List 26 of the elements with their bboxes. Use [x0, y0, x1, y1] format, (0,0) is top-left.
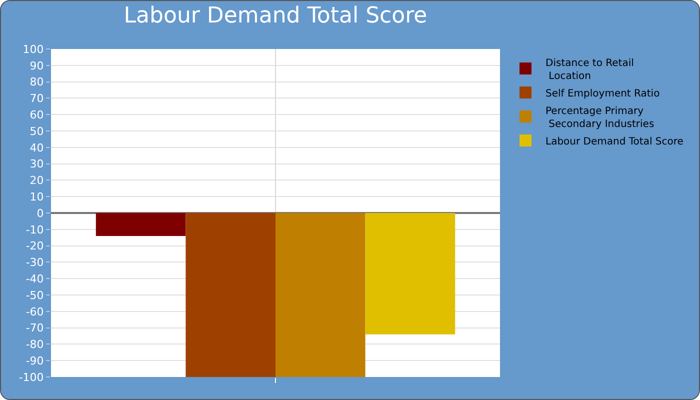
y-tick-label: -90	[26, 354, 44, 368]
y-tick-label: 0	[36, 206, 44, 220]
y-tick-label: -60	[26, 305, 44, 318]
y-tick-label: 10	[30, 190, 44, 204]
y-tick-label: 20	[30, 174, 44, 188]
y-tick-label: -50	[26, 288, 44, 302]
y-tick-label: -70	[26, 322, 44, 335]
y-tick-label: -20	[26, 240, 44, 253]
y-tick-label: -100	[18, 370, 44, 384]
y-tick-label: 90	[30, 59, 44, 72]
legend-label: Distance to Retail Location	[546, 58, 634, 82]
y-tick-label: -40	[26, 272, 44, 286]
y-tick-label: 60	[30, 108, 44, 122]
y-tick-label: 70	[30, 92, 44, 106]
legend-label: Labour Demand Total Score	[546, 136, 684, 148]
y-tick-label: -30	[26, 256, 44, 270]
y-tick-label: 100	[22, 42, 44, 56]
y-tick-label: -10	[26, 223, 44, 236]
chart-title: Labour Demand Total Score	[124, 4, 428, 29]
y-tick-label: 30	[30, 158, 44, 171]
y-tick-label: -80	[26, 338, 44, 352]
legend-label: Percentage Primary Secondary Industries	[546, 106, 654, 130]
legend-label: Self Employment Ratio	[546, 88, 660, 100]
y-tick-label: 40	[30, 141, 44, 154]
y-tick-label: 50	[30, 124, 44, 138]
y-tick-label: 80	[30, 76, 44, 89]
